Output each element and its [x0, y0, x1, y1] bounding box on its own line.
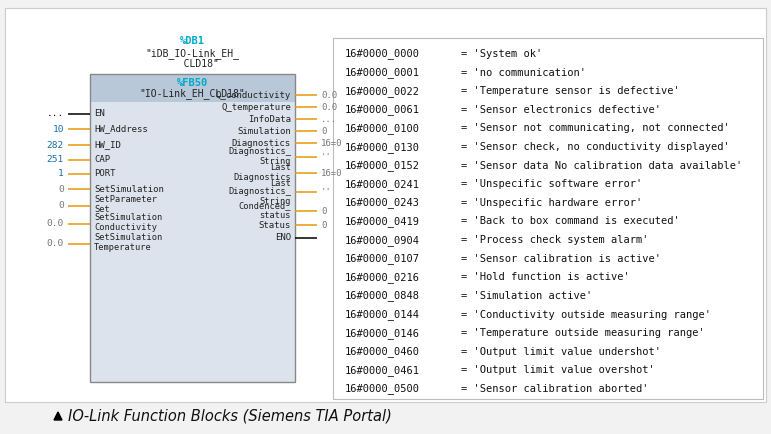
Bar: [333, 38, 763, 399]
Text: 0: 0: [321, 126, 326, 135]
Text: Set: Set: [94, 204, 109, 214]
Text: Last: Last: [270, 164, 291, 172]
Text: = 'Output limit value overshot': = 'Output limit value overshot': [461, 365, 655, 375]
Text: 16=0: 16=0: [321, 168, 342, 178]
Text: 16#0000_0241: 16#0000_0241: [345, 179, 420, 190]
Text: 16#0000_0144: 16#0000_0144: [345, 309, 420, 320]
Text: 16#0000_0152: 16#0000_0152: [345, 160, 420, 171]
Text: 16#0000_0000: 16#0000_0000: [345, 49, 420, 59]
Text: Diagnostics: Diagnostics: [234, 174, 291, 183]
Text: 282: 282: [47, 141, 64, 149]
Text: 0.0: 0.0: [321, 91, 337, 99]
Bar: [90, 74, 295, 382]
Text: Temperature: Temperature: [94, 243, 152, 251]
Text: ...: ...: [321, 115, 337, 124]
Text: = 'Unspecific software error': = 'Unspecific software error': [461, 179, 642, 189]
Text: Diagnostics_: Diagnostics_: [228, 187, 291, 197]
Text: = 'Sensor calibration aborted': = 'Sensor calibration aborted': [461, 384, 648, 394]
Text: = 'no communication': = 'no communication': [461, 68, 586, 78]
Text: HW_Address: HW_Address: [94, 125, 148, 134]
Text: 16#0000_0461: 16#0000_0461: [345, 365, 420, 376]
Text: SetParameter: SetParameter: [94, 194, 157, 204]
Text: = 'Back to box command is executed': = 'Back to box command is executed': [461, 217, 680, 227]
Text: "IO-Link_EH_CLD18": "IO-Link_EH_CLD18": [140, 89, 245, 99]
Text: 0: 0: [321, 220, 326, 230]
Text: 16#0000_0216: 16#0000_0216: [345, 272, 420, 283]
Text: Status: Status: [259, 220, 291, 230]
Text: CAP: CAP: [94, 155, 110, 164]
Text: = 'System ok': = 'System ok': [461, 49, 542, 59]
Text: = 'Simulation active': = 'Simulation active': [461, 291, 592, 301]
Text: 16#0000_0100: 16#0000_0100: [345, 123, 420, 134]
Text: = 'Sensor calibration is active': = 'Sensor calibration is active': [461, 254, 661, 264]
Text: Condenced_: Condenced_: [238, 201, 291, 210]
Text: "iDB_IO-Link_EH_: "iDB_IO-Link_EH_: [146, 49, 240, 59]
Text: 0.0: 0.0: [47, 240, 64, 249]
Text: SetSimulation: SetSimulation: [94, 184, 164, 194]
Text: ...: ...: [47, 109, 64, 118]
Text: Q_conductivity: Q_conductivity: [216, 91, 291, 99]
Text: Diagnostics_: Diagnostics_: [228, 148, 291, 157]
Text: %FB50: %FB50: [177, 78, 208, 88]
Text: Conductivity: Conductivity: [94, 223, 157, 231]
Text: SetSimulation: SetSimulation: [94, 233, 162, 241]
Text: = 'Sensor data No calibration data available': = 'Sensor data No calibration data avail…: [461, 161, 742, 171]
Text: 16#0000_0130: 16#0000_0130: [345, 141, 420, 152]
Text: Last: Last: [270, 178, 291, 187]
Text: 16#0000_0243: 16#0000_0243: [345, 197, 420, 208]
Text: PORT: PORT: [94, 170, 116, 178]
Text: = 'Output limit value undershot': = 'Output limit value undershot': [461, 347, 661, 357]
Text: String: String: [260, 158, 291, 167]
Text: InfoData: InfoData: [248, 115, 291, 124]
Text: Diagnostics: Diagnostics: [232, 138, 291, 148]
Text: 0: 0: [59, 201, 64, 210]
Text: 16#0000_0460: 16#0000_0460: [345, 346, 420, 357]
Text: = 'Unspecific hardware error': = 'Unspecific hardware error': [461, 198, 642, 208]
Text: ENO: ENO: [275, 233, 291, 243]
Text: 251: 251: [47, 155, 64, 164]
Text: = 'Conductivity outside measuring range': = 'Conductivity outside measuring range': [461, 309, 711, 319]
Text: String: String: [260, 197, 291, 206]
Text: 16#0000_0146: 16#0000_0146: [345, 328, 420, 339]
Text: = 'Sensor not communicating, not connected': = 'Sensor not communicating, not connect…: [461, 123, 729, 133]
Text: 10: 10: [52, 125, 64, 134]
Polygon shape: [54, 412, 62, 420]
Text: 16#0000_0107: 16#0000_0107: [345, 253, 420, 264]
Text: = 'Sensor check, no conductivity displayed': = 'Sensor check, no conductivity display…: [461, 142, 729, 152]
Text: 16#0000_0848: 16#0000_0848: [345, 290, 420, 301]
Text: 16#0000_0001: 16#0000_0001: [345, 67, 420, 78]
Text: '': '': [321, 187, 332, 197]
Text: = 'Temperature sensor is defective': = 'Temperature sensor is defective': [461, 86, 680, 96]
Text: 16#0000_0500: 16#0000_0500: [345, 384, 420, 395]
Text: SetSimulation: SetSimulation: [94, 213, 162, 221]
Text: HW_ID: HW_ID: [94, 141, 121, 149]
Text: = 'Temperature outside measuring range': = 'Temperature outside measuring range': [461, 328, 705, 338]
Text: 16#0000_0061: 16#0000_0061: [345, 105, 420, 115]
Text: Q_temperature: Q_temperature: [221, 102, 291, 112]
Text: CLD18": CLD18": [166, 59, 219, 69]
Text: 16#0000_0419: 16#0000_0419: [345, 216, 420, 227]
Text: = 'Sensor electronics defective': = 'Sensor electronics defective': [461, 105, 661, 115]
Text: '': '': [321, 152, 332, 161]
Text: = 'Hold function is active': = 'Hold function is active': [461, 272, 630, 283]
Text: 16#0000_0904: 16#0000_0904: [345, 235, 420, 246]
Text: 16#0000_0022: 16#0000_0022: [345, 86, 420, 97]
Text: status: status: [260, 211, 291, 220]
Text: 0: 0: [321, 207, 326, 216]
Text: = 'Process check system alarm': = 'Process check system alarm': [461, 235, 648, 245]
Bar: [90, 102, 295, 382]
Text: 1: 1: [59, 170, 64, 178]
Text: IO-Link Function Blocks (Siemens TIA Portal): IO-Link Function Blocks (Siemens TIA Por…: [68, 408, 392, 424]
Text: 0.0: 0.0: [321, 102, 337, 112]
Text: %DB1: %DB1: [180, 36, 205, 46]
Text: 0.0: 0.0: [47, 220, 64, 228]
Text: 0: 0: [59, 184, 64, 194]
Bar: [90, 74, 295, 102]
Text: Simulation: Simulation: [237, 126, 291, 135]
Text: EN: EN: [94, 109, 105, 118]
Text: 16=0: 16=0: [321, 138, 342, 148]
